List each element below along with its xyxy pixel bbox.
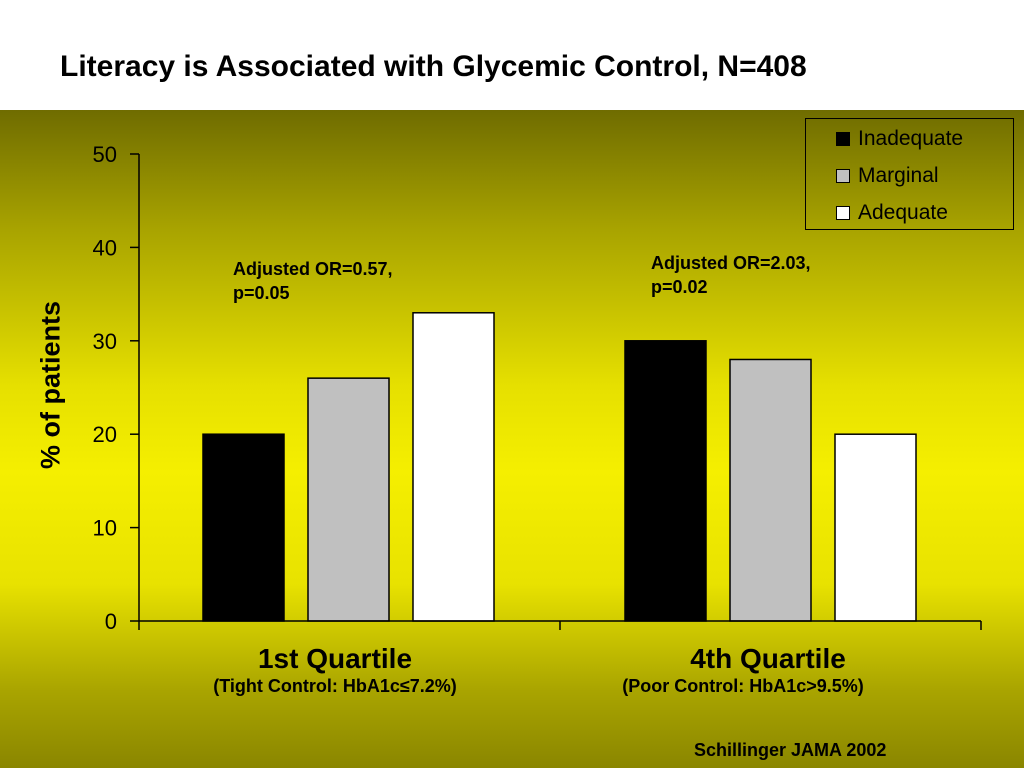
y-tick-label-20: 20 xyxy=(93,422,117,447)
legend-swatch-marginal xyxy=(836,169,850,183)
source-citation: Schillinger JAMA 2002 xyxy=(694,740,887,760)
annotation-1st-line1: Adjusted OR=0.57, xyxy=(233,259,393,279)
category-sublabel-4th-quartile: (Poor Control: HbA1c>9.5%) xyxy=(622,676,864,696)
annotation-1st-quartile: Adjusted OR=0.57, p=0.05 xyxy=(233,257,393,305)
bar-inadequate-4th-quartile xyxy=(624,340,707,622)
title-band: Literacy is Associated with Glycemic Con… xyxy=(0,0,1024,110)
annotation-4th-line2: p=0.02 xyxy=(651,277,708,297)
legend-item-marginal: Marginal xyxy=(836,164,939,188)
annotation-1st-line2: p=0.05 xyxy=(233,283,290,303)
bar-marginal-4th-quartile xyxy=(729,358,812,622)
category-sublabel-1st-quartile: (Tight Control: HbA1c≤7.2%) xyxy=(213,676,457,696)
y-axis-label: % of patients xyxy=(35,300,66,470)
legend: Inadequate Marginal Adequate xyxy=(805,118,1014,230)
legend-item-inadequate: Inadequate xyxy=(836,127,963,151)
y-tick-label-10: 10 xyxy=(93,516,117,541)
legend-label-marginal: Marginal xyxy=(858,164,939,187)
category-label-4th-quartile: 4th Quartile xyxy=(690,643,846,674)
category-label-1st-quartile: 1st Quartile xyxy=(257,643,413,674)
annotation-4th-line1: Adjusted OR=2.03, xyxy=(651,253,811,273)
y-tick-label-30: 30 xyxy=(93,329,117,354)
annotation-4th-quartile: Adjusted OR=2.03, p=0.02 xyxy=(651,251,811,299)
y-tick-label-40: 40 xyxy=(93,235,117,260)
bar-inadequate-1st-quartile xyxy=(202,433,285,622)
bar-adequate-1st-quartile xyxy=(412,312,495,622)
slide-title: Literacy is Associated with Glycemic Con… xyxy=(60,50,807,83)
legend-item-adequate: Adequate xyxy=(836,201,948,225)
legend-label-adequate: Adequate xyxy=(858,201,948,224)
y-tick-label-0: 0 xyxy=(105,609,117,634)
legend-swatch-inadequate xyxy=(836,132,850,146)
legend-label-inadequate: Inadequate xyxy=(858,127,964,150)
bar-marginal-1st-quartile xyxy=(307,377,390,622)
bar-adequate-4th-quartile xyxy=(834,433,917,622)
legend-swatch-adequate xyxy=(836,206,850,220)
y-tick-label-50: 50 xyxy=(93,142,117,167)
